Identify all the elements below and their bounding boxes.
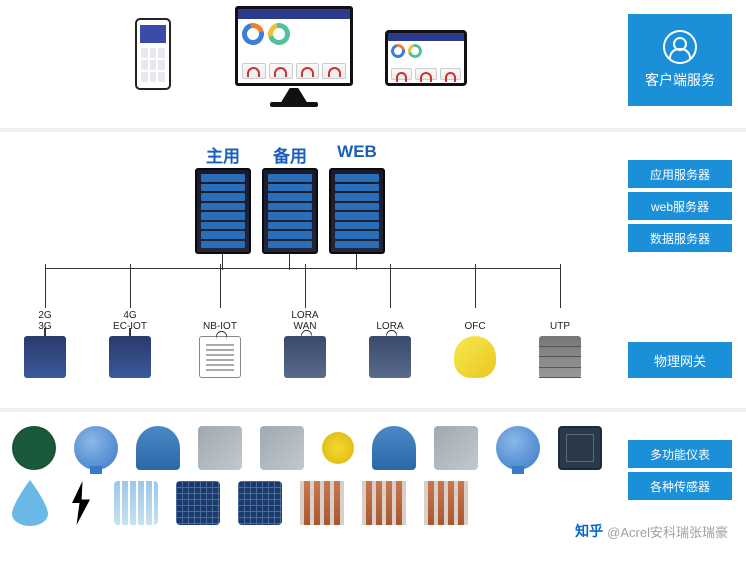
gateway-label: OFC bbox=[440, 308, 510, 332]
device-flow-blue bbox=[74, 426, 118, 470]
tablet-mockup bbox=[385, 30, 467, 86]
gateway-label: LORAWAN bbox=[270, 308, 340, 332]
device-photo bbox=[198, 426, 242, 470]
phone-mockup bbox=[135, 18, 171, 90]
device-flow-blue bbox=[496, 426, 540, 470]
gateway-col: LORA bbox=[355, 308, 425, 378]
wire-drop bbox=[130, 264, 131, 308]
gateway-col: OFC bbox=[440, 308, 510, 378]
device-transmitter bbox=[372, 426, 416, 470]
device-tanks bbox=[362, 481, 406, 525]
gateway-col: 4GEC-IOT bbox=[95, 308, 165, 378]
tier-devices: 多功能仪表 各种传感器 bbox=[0, 420, 746, 570]
watermark: 知乎 @Acrel安科瑞张瑞豪 bbox=[575, 521, 728, 541]
gateway-label: LORA bbox=[355, 308, 425, 332]
device-photo bbox=[260, 426, 304, 470]
side-label-app-server: 应用服务器 bbox=[628, 160, 732, 188]
device-solar bbox=[176, 481, 220, 525]
tier-gateways: 2G3G4GEC-IOT NB-IOT LORAWAN LORA OFC UTP 物理网关 bbox=[0, 270, 746, 400]
device-row-1 bbox=[12, 426, 734, 470]
device-tanks bbox=[424, 481, 468, 525]
side-label-sensors: 各种传感器 bbox=[628, 472, 732, 500]
wire-drop bbox=[390, 264, 391, 308]
device-turbines bbox=[114, 481, 158, 525]
divider-1 bbox=[0, 128, 746, 132]
side-label-gateway: 物理网关 bbox=[628, 342, 732, 378]
server-label-primary: 主用 bbox=[193, 142, 253, 167]
device-solar bbox=[238, 481, 282, 525]
device-sensor-y bbox=[322, 432, 354, 464]
device-transmitter bbox=[136, 426, 180, 470]
gateway-device-ofc bbox=[454, 336, 496, 378]
device-meter-round bbox=[12, 426, 56, 470]
wire-drop bbox=[45, 264, 46, 308]
wire-drop bbox=[475, 264, 476, 308]
server-label-backup: 备用 bbox=[260, 142, 320, 167]
side-label-meters: 多功能仪表 bbox=[628, 440, 732, 468]
zhihu-logo: 知乎 bbox=[575, 521, 603, 541]
tier-servers: 主用 备用 WEB 应用服务器 web服务器 数据服务器 bbox=[0, 140, 746, 270]
device-row-2 bbox=[12, 480, 734, 526]
side-label-web-server: web服务器 bbox=[628, 192, 732, 220]
gateway-col: NB-IOT bbox=[185, 308, 255, 378]
server-backup bbox=[262, 168, 318, 254]
gateway-device-din bbox=[199, 336, 241, 378]
server-web bbox=[329, 168, 385, 254]
gateway-col: LORAWAN bbox=[270, 308, 340, 378]
monitor-base bbox=[270, 102, 318, 107]
wire-drop bbox=[560, 264, 561, 308]
gateway-col: 2G3G bbox=[10, 308, 80, 378]
user-icon bbox=[663, 30, 697, 64]
gateway-device-utp bbox=[539, 336, 581, 378]
bus-wire bbox=[45, 268, 560, 269]
gateway-device-router bbox=[24, 336, 66, 378]
gateway-device-box bbox=[284, 336, 326, 378]
device-photo bbox=[434, 426, 478, 470]
server-primary bbox=[195, 168, 251, 254]
watermark-text: @Acrel安科瑞张瑞豪 bbox=[607, 522, 728, 541]
wire-drop bbox=[305, 264, 306, 308]
gateway-label: UTP bbox=[525, 308, 595, 332]
side-label-client: 客户端服务 bbox=[628, 14, 732, 106]
device-tanks bbox=[300, 481, 344, 525]
divider-2 bbox=[0, 408, 746, 412]
gateway-device-router bbox=[109, 336, 151, 378]
desktop-monitor bbox=[235, 6, 353, 86]
gateway-col: UTP bbox=[525, 308, 595, 378]
device-drop bbox=[12, 480, 48, 526]
device-bolt bbox=[66, 481, 96, 525]
device-panel-sq bbox=[558, 426, 602, 470]
client-service-label: 客户端服务 bbox=[645, 70, 715, 90]
gateway-label: NB-IOT bbox=[185, 308, 255, 332]
gateway-device-box bbox=[369, 336, 411, 378]
tier-client: 客户端服务 bbox=[0, 0, 746, 120]
side-label-db-server: 数据服务器 bbox=[628, 224, 732, 252]
server-label-web: WEB bbox=[327, 142, 387, 162]
wire-drop bbox=[220, 264, 221, 308]
